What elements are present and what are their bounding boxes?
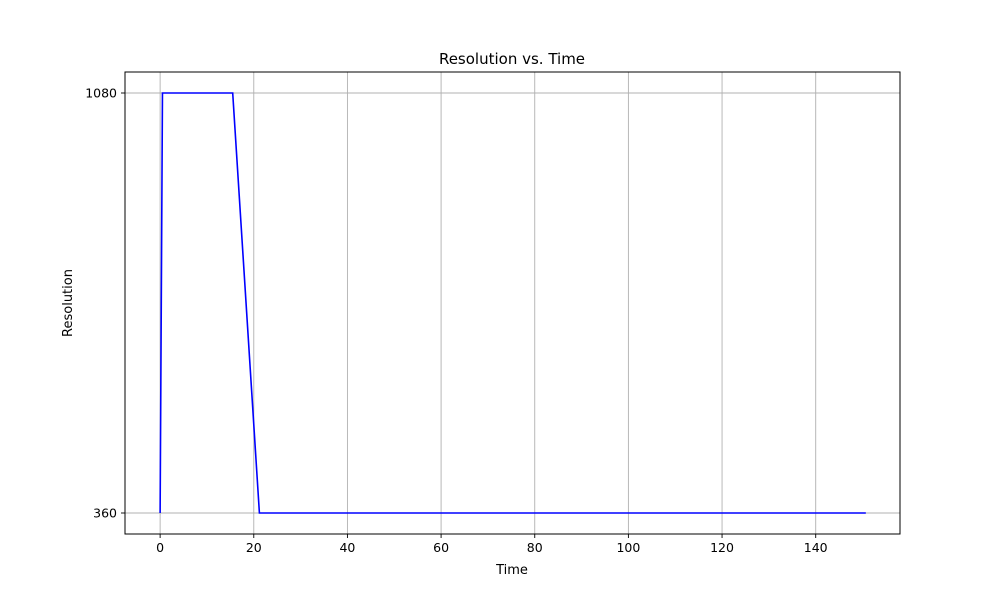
x-tick-label: 140 (804, 540, 828, 555)
series-layer (159, 92, 866, 514)
x-axis-label: Time (495, 563, 528, 578)
ticks: 0 20 40 60 80 100 120 140 360 1080 (85, 86, 827, 556)
plot-frame (124, 71, 901, 535)
series-line (159, 92, 866, 514)
y-axis-label: Resolution (61, 269, 76, 337)
x-tick-label: 0 (156, 540, 164, 555)
grid (125, 72, 900, 534)
x-tick-label: 120 (710, 540, 734, 555)
y-tick-label: 1080 (85, 86, 117, 101)
x-tick-label: 20 (246, 540, 262, 555)
y-tick-label: 360 (93, 506, 117, 521)
chart-title: Resolution vs. Time (439, 50, 585, 68)
x-tick-label: 60 (433, 540, 449, 555)
x-tick-label: 80 (527, 540, 543, 555)
x-tick-label: 40 (339, 540, 355, 555)
x-tick-label: 100 (616, 540, 640, 555)
